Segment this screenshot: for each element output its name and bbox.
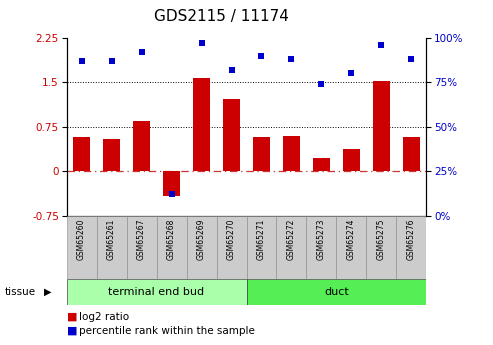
Text: log2 ratio: log2 ratio [79, 312, 129, 322]
Bar [163, 171, 180, 196]
Bar [246, 279, 426, 305]
Text: GSM65268: GSM65268 [167, 218, 176, 259]
Text: GDS2115 / 11174: GDS2115 / 11174 [154, 9, 289, 23]
Text: duct: duct [324, 287, 349, 297]
Text: percentile rank within the sample: percentile rank within the sample [79, 326, 255, 335]
Bar [67, 216, 97, 279]
Text: GSM65274: GSM65274 [347, 218, 356, 260]
Text: GSM65267: GSM65267 [137, 218, 146, 260]
Point [348, 71, 355, 76]
Bar [246, 216, 277, 279]
Bar [283, 136, 300, 171]
Bar [216, 216, 246, 279]
Bar [193, 78, 210, 171]
Point [317, 81, 325, 87]
Bar [104, 139, 120, 171]
Text: GSM65270: GSM65270 [227, 218, 236, 260]
Bar [366, 216, 396, 279]
Text: GSM65269: GSM65269 [197, 218, 206, 260]
Bar [127, 216, 157, 279]
Text: GSM65275: GSM65275 [377, 218, 386, 260]
Point [168, 191, 176, 197]
Bar [253, 137, 270, 171]
Bar [157, 216, 186, 279]
Bar [67, 279, 246, 305]
Point [198, 40, 206, 46]
Bar [133, 121, 150, 171]
Text: GSM65272: GSM65272 [287, 218, 296, 259]
Bar [277, 216, 307, 279]
Bar [186, 216, 216, 279]
Point [408, 57, 416, 62]
Text: GSM65271: GSM65271 [257, 218, 266, 259]
Point [287, 57, 295, 62]
Point [107, 58, 115, 64]
Point [228, 67, 236, 73]
Text: ▶: ▶ [44, 287, 52, 297]
Bar [223, 99, 240, 171]
Text: tissue: tissue [5, 287, 36, 297]
Text: GSM65276: GSM65276 [407, 218, 416, 260]
Text: GSM65261: GSM65261 [107, 218, 116, 259]
Text: GSM65260: GSM65260 [77, 218, 86, 260]
Text: terminal end bud: terminal end bud [108, 287, 205, 297]
Text: GSM65273: GSM65273 [317, 218, 326, 260]
Bar [73, 137, 90, 171]
Bar [403, 137, 420, 171]
Bar [343, 149, 360, 171]
Point [138, 49, 145, 55]
Bar [396, 216, 426, 279]
Point [77, 58, 85, 64]
Bar [313, 158, 330, 171]
Bar [373, 81, 389, 171]
Text: ■: ■ [67, 312, 77, 322]
Bar [307, 216, 336, 279]
Bar [336, 216, 366, 279]
Bar [97, 216, 127, 279]
Point [257, 53, 265, 58]
Text: ■: ■ [67, 326, 77, 335]
Point [378, 42, 386, 48]
